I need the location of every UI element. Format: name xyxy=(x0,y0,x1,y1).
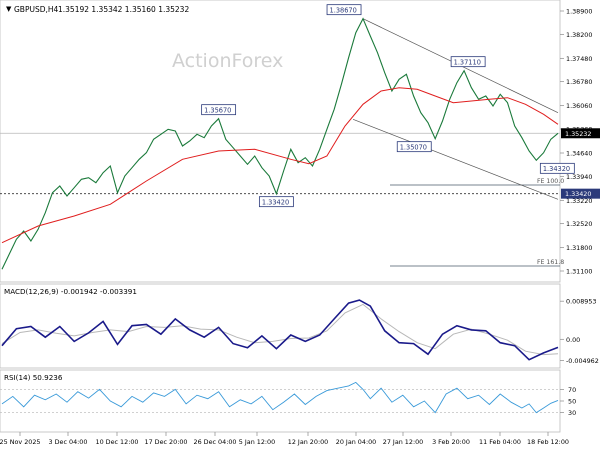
x-tick-label: 20 Jan 04:00 xyxy=(336,438,376,446)
macd-y-axis: 0.008953 0.00 -0.004962 xyxy=(560,298,599,365)
price-labels: 1.35670 1.33420 1.38670 1.37110 1.35070 1.343… xyxy=(201,4,575,208)
support-price-box xyxy=(561,188,600,199)
channel-lower-line xyxy=(352,119,559,200)
price-y-tick-label: 1.38900 xyxy=(566,8,592,16)
price-label: 1.35670 xyxy=(204,106,231,114)
price-y-tick-label: 1.33220 xyxy=(566,197,592,205)
rsi-panel-frame xyxy=(0,369,561,433)
fib-label: FE 161.8 xyxy=(537,259,564,266)
macd-y-tick-label: 0.00 xyxy=(566,336,580,344)
macd-line xyxy=(1,299,559,361)
price-label: 1.37110 xyxy=(454,58,481,66)
current-price-label: 1.35232 xyxy=(565,130,591,138)
price-label: 1.35070 xyxy=(400,143,427,151)
macd-signal-line xyxy=(1,303,559,356)
price-panel: ▼ GBPUSD,H4 1.35192 1.35342 1.35160 1.35… xyxy=(0,0,600,283)
price-line xyxy=(1,17,559,270)
x-tick-label: 27 Jan 12:00 xyxy=(383,438,423,446)
x-tick-label: 12 Jan 20:00 xyxy=(288,438,328,446)
price-y-tick-label: 1.31100 xyxy=(566,268,592,276)
price-label: 1.33420 xyxy=(262,198,289,206)
support-price-label: 1.33420 xyxy=(565,190,591,198)
current-price-box xyxy=(561,128,600,139)
price-y-tick-label: 1.37480 xyxy=(566,55,592,63)
price-y-tick-label: 1.31800 xyxy=(566,244,592,252)
price-y-tick-label: 1.38200 xyxy=(566,31,592,39)
rsi-panel: RSI(14) 50.9236 70 50 30 xyxy=(0,369,576,433)
price-panel-frame xyxy=(0,0,561,283)
x-tick-label: 18 Feb 12:00 xyxy=(527,438,569,446)
header-symbol: GBPUSD,H4 xyxy=(14,5,59,14)
x-tick-label: 26 Dec 04:00 xyxy=(194,438,237,446)
price-y-tick-label: 1.32520 xyxy=(566,220,592,228)
price-y-axis: 1.389001.382001.374801.367801.360601.353… xyxy=(560,8,592,276)
price-label-box xyxy=(450,56,486,68)
macd-panel-frame xyxy=(0,283,561,369)
moving-average-line xyxy=(1,87,559,244)
x-tick-label: 17 Dec 20:00 xyxy=(145,438,188,446)
fib-label: FE 100.0 xyxy=(537,178,564,185)
rsi-y-tick-label: 30 xyxy=(568,409,576,417)
macd-y-tick-label: -0.004962 xyxy=(566,357,599,365)
price-y-tick-label: 1.34640 xyxy=(566,150,592,158)
price-y-tick-label: 1.33940 xyxy=(566,173,592,181)
price-label: 1.34320 xyxy=(543,165,570,173)
rsi-series xyxy=(1,381,559,414)
macd-series xyxy=(1,299,559,361)
rsi-title: RSI(14) 50.9236 xyxy=(4,373,63,382)
macd-panel: MACD(12,26,9) -0.001942 -0.003391 0.0089… xyxy=(0,283,599,369)
rsi-line xyxy=(1,381,559,414)
macd-title: MACD(12,26,9) -0.001942 -0.003391 xyxy=(4,287,137,296)
x-axis: 25 Nov 2025 3 Dec 04:00 10 Dec 12:00 17 Dec… xyxy=(0,432,569,446)
header-ohlc: 1.35192 1.35342 1.35160 1.35232 xyxy=(58,5,189,14)
rsi-y-tick-label: 50 xyxy=(568,398,576,406)
watermark: ActionForex xyxy=(172,50,283,72)
x-tick-label: 3 Dec 04:00 xyxy=(49,438,88,446)
price-label-box xyxy=(201,104,237,116)
rsi-y-tick-label: 70 xyxy=(568,386,576,394)
macd-y-tick-label: 0.008953 xyxy=(566,298,597,306)
x-tick-label: 11 Feb 04:00 xyxy=(479,438,521,446)
price-label-box xyxy=(258,196,294,208)
price-y-tick-label: 1.36060 xyxy=(566,102,592,110)
x-tick-label: 10 Dec 12:00 xyxy=(96,438,139,446)
price-label-box xyxy=(326,4,362,16)
rsi-y-axis: 70 50 30 xyxy=(0,386,576,417)
x-tick-label: 5 Jan 12:00 xyxy=(239,438,275,446)
price-y-tick-label: 1.36780 xyxy=(566,78,592,86)
price-label-box xyxy=(396,141,432,153)
x-tick-label: 25 Nov 2025 xyxy=(0,438,40,446)
symbol-icon: ▼ xyxy=(6,5,12,13)
price-label: 1.38670 xyxy=(330,6,357,14)
x-tick-label: 3 Feb 20:00 xyxy=(432,438,470,446)
price-label-box xyxy=(539,162,575,174)
